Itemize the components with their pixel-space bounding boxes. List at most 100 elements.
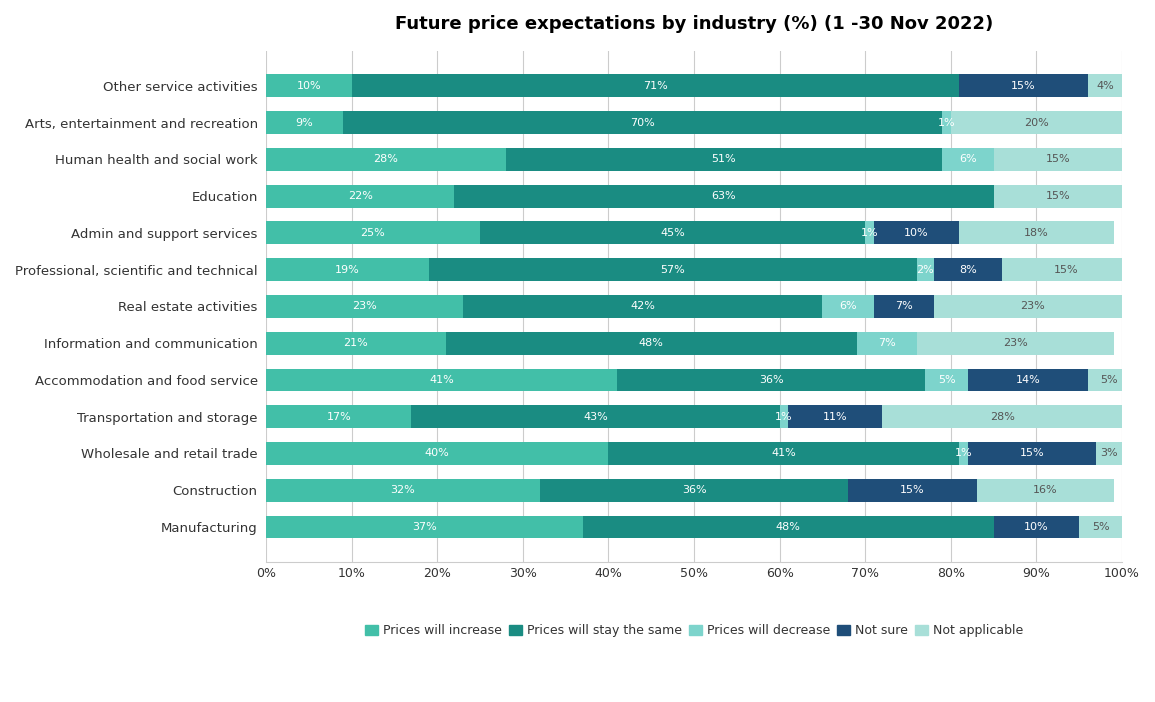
- Bar: [942, 148, 993, 171]
- Bar: [617, 369, 925, 391]
- Bar: [993, 148, 1122, 171]
- Text: 40%: 40%: [425, 449, 449, 458]
- Bar: [266, 369, 617, 391]
- Text: 15%: 15%: [1045, 154, 1071, 164]
- Text: 5%: 5%: [1101, 375, 1118, 385]
- Bar: [446, 332, 857, 355]
- Text: 16%: 16%: [1033, 485, 1057, 495]
- Text: 22%: 22%: [348, 191, 373, 201]
- Bar: [266, 332, 446, 355]
- Text: 1%: 1%: [938, 117, 955, 128]
- Bar: [960, 221, 1113, 244]
- Text: 51%: 51%: [711, 154, 736, 164]
- Bar: [583, 515, 993, 538]
- Text: 9%: 9%: [296, 117, 313, 128]
- Bar: [993, 515, 1079, 538]
- Text: 4%: 4%: [1096, 81, 1113, 91]
- Bar: [925, 369, 968, 391]
- Bar: [848, 479, 976, 502]
- Bar: [1088, 74, 1122, 97]
- Text: 42%: 42%: [631, 301, 655, 312]
- Bar: [266, 515, 583, 538]
- Text: 1%: 1%: [775, 411, 792, 422]
- Text: 28%: 28%: [990, 411, 1014, 422]
- Text: 32%: 32%: [390, 485, 416, 495]
- Legend: Prices will increase, Prices will stay the same, Prices will decrease, Not sure,: Prices will increase, Prices will stay t…: [360, 619, 1028, 642]
- Bar: [480, 221, 865, 244]
- Bar: [539, 479, 848, 502]
- Text: 5%: 5%: [938, 375, 955, 385]
- Bar: [976, 479, 1113, 502]
- Bar: [343, 111, 942, 134]
- Bar: [960, 74, 1088, 97]
- Text: 18%: 18%: [1024, 228, 1049, 238]
- Bar: [266, 479, 539, 502]
- Text: 57%: 57%: [661, 265, 685, 274]
- Text: 6%: 6%: [840, 301, 857, 312]
- Text: 21%: 21%: [343, 338, 368, 348]
- Bar: [780, 405, 788, 428]
- Text: 15%: 15%: [900, 485, 925, 495]
- Bar: [968, 442, 1096, 465]
- Bar: [266, 185, 454, 208]
- Bar: [351, 74, 960, 97]
- Text: 10%: 10%: [1024, 522, 1049, 532]
- Bar: [266, 74, 351, 97]
- Bar: [917, 258, 933, 281]
- Text: 48%: 48%: [639, 338, 664, 348]
- Text: 14%: 14%: [1015, 375, 1041, 385]
- Text: 15%: 15%: [1045, 191, 1071, 201]
- Bar: [266, 221, 480, 244]
- Text: 1%: 1%: [955, 449, 973, 458]
- Text: 25%: 25%: [360, 228, 386, 238]
- Text: 8%: 8%: [959, 265, 977, 274]
- Bar: [933, 295, 1131, 318]
- Bar: [429, 258, 917, 281]
- Text: 37%: 37%: [412, 522, 437, 532]
- Text: 70%: 70%: [631, 117, 655, 128]
- Text: 15%: 15%: [1020, 449, 1044, 458]
- Text: 7%: 7%: [895, 301, 912, 312]
- Text: 1%: 1%: [860, 228, 878, 238]
- Text: 63%: 63%: [711, 191, 736, 201]
- Text: 15%: 15%: [1012, 81, 1036, 91]
- Text: 2%: 2%: [916, 265, 934, 274]
- Bar: [874, 221, 960, 244]
- Bar: [609, 442, 960, 465]
- Text: 20%: 20%: [1024, 117, 1049, 128]
- Bar: [1079, 515, 1122, 538]
- Text: 10%: 10%: [904, 228, 929, 238]
- Bar: [968, 369, 1088, 391]
- Bar: [266, 405, 411, 428]
- Bar: [865, 221, 874, 244]
- Text: 36%: 36%: [759, 375, 783, 385]
- Title: Future price expectations by industry (%) (1 -30 Nov 2022): Future price expectations by industry (%…: [395, 15, 993, 33]
- Text: 43%: 43%: [583, 411, 608, 422]
- Bar: [266, 111, 343, 134]
- Text: 45%: 45%: [661, 228, 685, 238]
- Bar: [933, 258, 1003, 281]
- Bar: [960, 442, 968, 465]
- Text: 41%: 41%: [430, 375, 454, 385]
- Text: 48%: 48%: [776, 522, 800, 532]
- Text: 6%: 6%: [959, 154, 977, 164]
- Text: 23%: 23%: [352, 301, 377, 312]
- Bar: [266, 258, 429, 281]
- Text: 3%: 3%: [1101, 449, 1118, 458]
- Bar: [1096, 442, 1122, 465]
- Bar: [788, 405, 882, 428]
- Bar: [951, 111, 1122, 134]
- Bar: [463, 295, 822, 318]
- Bar: [993, 185, 1122, 208]
- Text: 7%: 7%: [878, 338, 895, 348]
- Text: 71%: 71%: [643, 81, 668, 91]
- Bar: [822, 295, 874, 318]
- Bar: [266, 442, 609, 465]
- Bar: [411, 405, 780, 428]
- Bar: [266, 295, 463, 318]
- Bar: [454, 185, 993, 208]
- Text: 23%: 23%: [1003, 338, 1028, 348]
- Bar: [882, 405, 1122, 428]
- Bar: [857, 332, 917, 355]
- Bar: [917, 332, 1113, 355]
